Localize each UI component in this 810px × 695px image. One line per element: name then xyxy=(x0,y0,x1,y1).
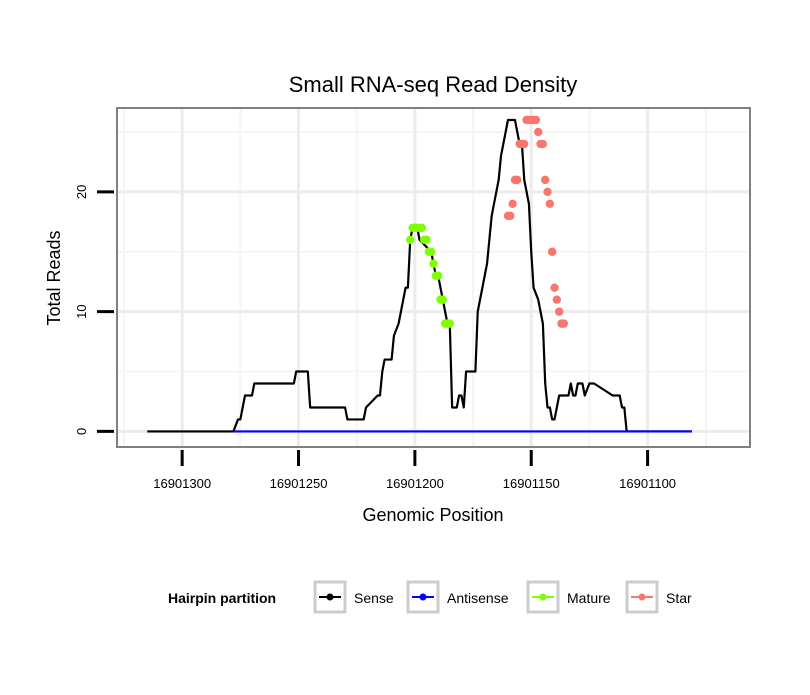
x-tick-label: 16901100 xyxy=(619,476,676,491)
data-point-star xyxy=(520,139,529,149)
data-point-mature xyxy=(426,247,436,256)
legend-label-star: Star xyxy=(666,590,692,606)
data-point-star xyxy=(559,319,569,328)
gridlines xyxy=(118,109,749,446)
x-tick-label: 16901150 xyxy=(503,476,560,491)
data-point-star xyxy=(513,175,522,185)
x-tick-label: 16901250 xyxy=(270,476,328,491)
data-point-star xyxy=(552,295,562,304)
legend: Hairpin partition Sense Antisense Mature St… xyxy=(168,580,692,614)
x-tick-label: 16901200 xyxy=(386,476,444,491)
x-tick-label: 16901300 xyxy=(153,476,211,491)
data-point-star xyxy=(545,199,555,209)
data-point-mature xyxy=(429,259,438,268)
legend-item-antisense: Antisense xyxy=(406,580,509,614)
x-axis-label: Genomic Position xyxy=(362,505,503,525)
legend-entries: Sense Antisense Mature Star xyxy=(313,580,692,614)
data-point-mature xyxy=(406,235,415,244)
legend-label-sense: Sense xyxy=(354,590,394,606)
plot-area xyxy=(116,107,751,448)
legend-item-sense: Sense xyxy=(313,580,394,614)
data-point-star xyxy=(547,247,557,256)
legend-title: Hairpin partition xyxy=(168,590,276,606)
data-point-star xyxy=(541,175,550,185)
legend-key-point-sense xyxy=(326,593,334,601)
y-axis-label: Total Reads xyxy=(44,230,64,325)
legend-key-point-star xyxy=(638,593,646,601)
data-point-star xyxy=(554,307,564,316)
data-point-star xyxy=(508,199,517,209)
data-point-star xyxy=(550,283,559,292)
y-tick-label: 0 xyxy=(74,428,89,435)
data-point-mature xyxy=(445,319,454,328)
series-line-sense xyxy=(147,118,692,433)
legend-key-point-mature xyxy=(539,593,547,601)
data-point-star xyxy=(506,211,515,221)
legend-item-mature: Mature xyxy=(526,580,611,614)
y-tick-label: 10 xyxy=(74,304,89,318)
chart-title: Small RNA-seq Read Density xyxy=(289,72,578,97)
legend-label-mature: Mature xyxy=(567,590,611,606)
data-point-mature xyxy=(438,295,448,304)
legend-key-point-antisense xyxy=(419,593,427,601)
legend-item-star: Star xyxy=(625,580,692,614)
data-point-mature xyxy=(422,235,431,244)
data-point-mature xyxy=(433,271,443,280)
series-lines xyxy=(147,118,692,433)
x-axis: 16901300 16901250 16901200 16901150 16901100 xyxy=(153,450,676,491)
data-point-star xyxy=(543,187,552,197)
data-point-star xyxy=(531,115,541,125)
data-point-mature xyxy=(417,223,427,232)
y-axis: 0 10 20 xyxy=(74,185,114,435)
series-points xyxy=(406,115,569,328)
data-point-star xyxy=(538,139,548,149)
legend-label-antisense: Antisense xyxy=(447,590,509,606)
data-point-star xyxy=(534,127,543,137)
y-tick-label: 20 xyxy=(74,185,89,199)
